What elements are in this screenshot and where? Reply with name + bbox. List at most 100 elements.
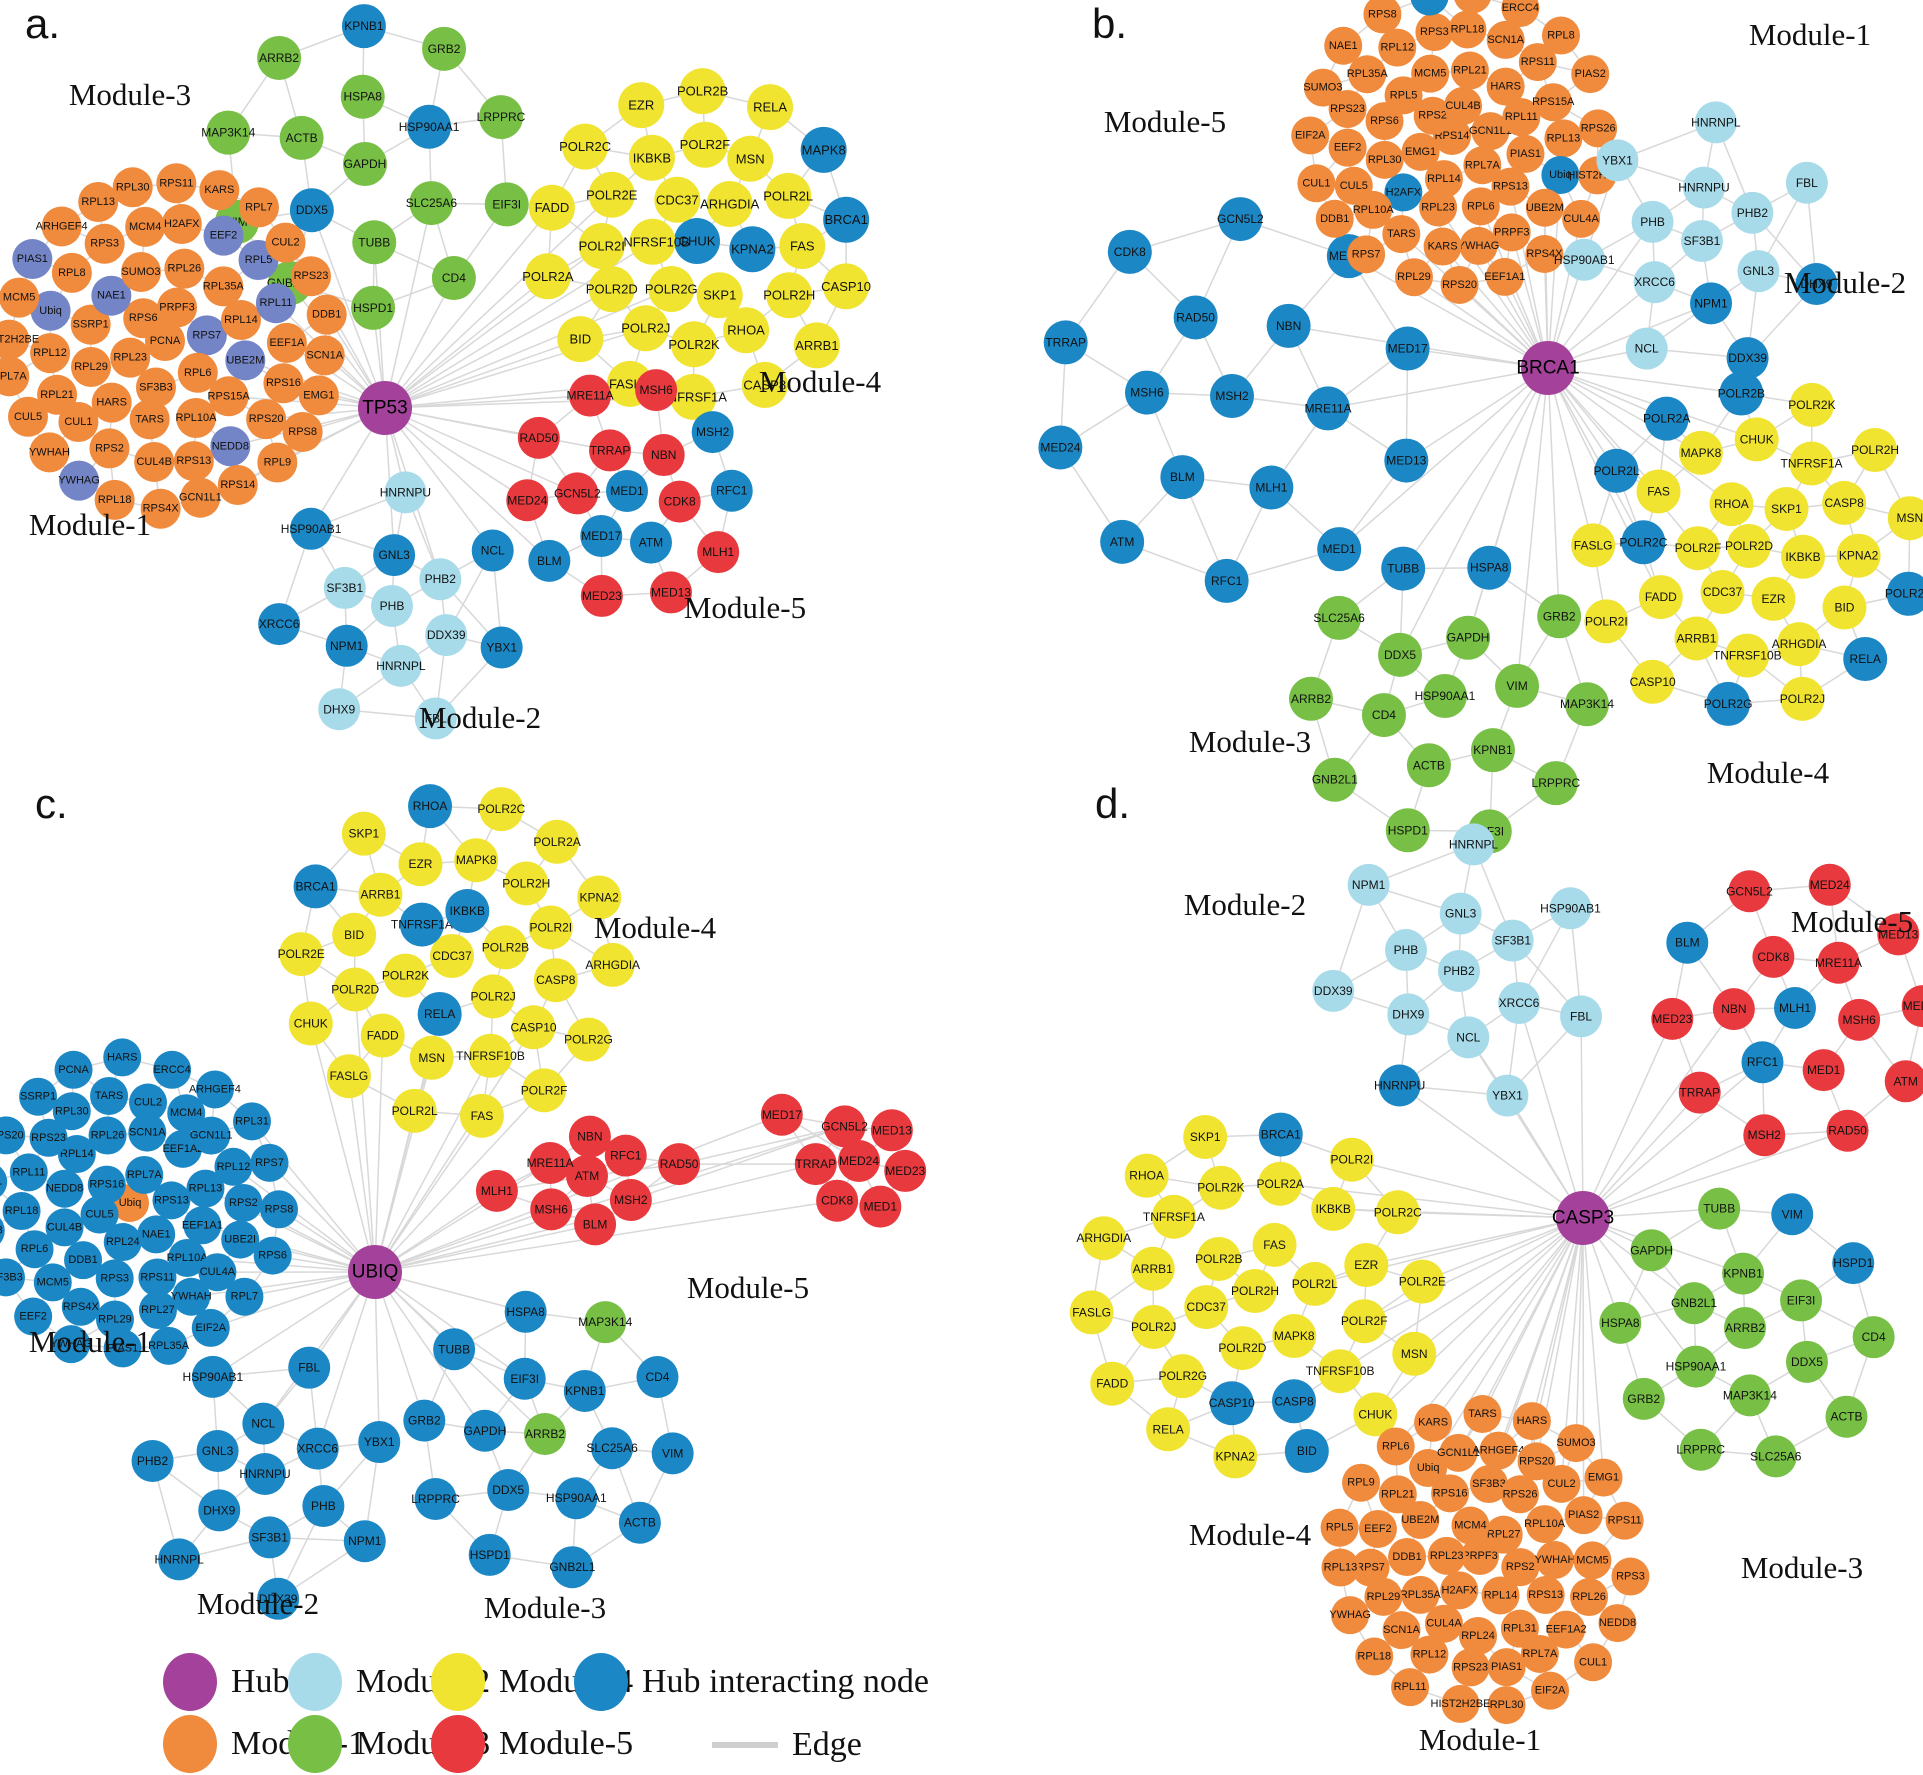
- node-CHUK[interactable]: CHUK: [1353, 1392, 1398, 1437]
- node-circle[interactable]: [859, 1185, 902, 1228]
- node-circle[interactable]: [1666, 921, 1709, 964]
- node-circle[interactable]: [1318, 1349, 1363, 1394]
- node-circle[interactable]: [1832, 1242, 1875, 1285]
- node-POLR2L[interactable]: POLR2L: [763, 172, 813, 219]
- node-circle[interactable]: [649, 571, 692, 614]
- node-TNFRSF10B[interactable]: TNFRSF10B: [1713, 633, 1782, 678]
- node-circle[interactable]: [0, 1212, 5, 1250]
- node-circle[interactable]: [196, 1429, 239, 1472]
- node-POLR2J[interactable]: POLR2J: [1131, 1305, 1176, 1350]
- node-circle[interactable]: [609, 1179, 652, 1222]
- node-circle[interactable]: [580, 574, 623, 617]
- node-circle[interactable]: [484, 182, 529, 227]
- node-POLR2E[interactable]: POLR2E: [278, 932, 325, 977]
- node-CUL1[interactable]: CUL1: [58, 401, 99, 442]
- node-circle[interactable]: [266, 322, 307, 363]
- node-circle[interactable]: [1731, 191, 1774, 234]
- node-NEDD8[interactable]: NEDD8: [210, 426, 251, 467]
- node-circle[interactable]: [8, 396, 49, 437]
- node-CDC37[interactable]: CDC37: [1700, 570, 1745, 615]
- node-circle[interactable]: [351, 285, 396, 330]
- node-MAP3K14[interactable]: MAP3K14: [578, 1301, 633, 1344]
- node-circle[interactable]: [1183, 1114, 1228, 1159]
- node-circle[interactable]: [248, 1516, 291, 1559]
- node-GCN5L2[interactable]: GCN5L2: [1217, 197, 1264, 242]
- node-IKBKB[interactable]: IKBKB: [628, 134, 675, 181]
- node-circle[interactable]: [1440, 265, 1479, 304]
- node-MSN[interactable]: MSN: [1887, 496, 1923, 541]
- node-circle[interactable]: [33, 1263, 72, 1302]
- node-POLR2G[interactable]: POLR2G: [645, 266, 698, 313]
- node-IKBKB[interactable]: IKBKB: [1781, 534, 1826, 579]
- node-EZR[interactable]: EZR: [1751, 576, 1796, 621]
- node-RPS23[interactable]: RPS23: [29, 1118, 68, 1157]
- node-circle[interactable]: [1534, 83, 1573, 122]
- node-circle[interactable]: [1384, 929, 1427, 972]
- node-RELA[interactable]: RELA: [417, 991, 462, 1036]
- node-circle[interactable]: [84, 223, 125, 264]
- node-RPS11[interactable]: RPS11: [1605, 1501, 1644, 1540]
- node-circle[interactable]: [648, 266, 695, 313]
- node-POLR2C[interactable]: POLR2C: [1619, 520, 1668, 565]
- node-circle[interactable]: [1311, 1186, 1356, 1231]
- node-PHB2[interactable]: PHB2: [1438, 950, 1480, 992]
- node-KPNB1[interactable]: KPNB1: [1470, 728, 1515, 773]
- node-circle[interactable]: [0, 1163, 8, 1201]
- node-circle[interactable]: [471, 529, 514, 572]
- node-circle[interactable]: [1544, 119, 1583, 158]
- node-circle[interactable]: [265, 222, 306, 263]
- node-POLR2H[interactable]: POLR2H: [502, 861, 550, 906]
- node-circle[interactable]: [1737, 250, 1780, 293]
- node-circle[interactable]: [1353, 1392, 1398, 1437]
- node-PHB[interactable]: PHB: [1384, 929, 1427, 972]
- node-POLR2F[interactable]: POLR2F: [1341, 1299, 1388, 1344]
- node-POLR2I[interactable]: POLR2I: [1584, 599, 1629, 644]
- node-HSP90AA1[interactable]: HSP90AA1: [1666, 1345, 1727, 1388]
- node-circle[interactable]: [747, 84, 794, 131]
- node-circle[interactable]: [1605, 1501, 1644, 1540]
- node-circle[interactable]: [1825, 1395, 1868, 1438]
- node-circle[interactable]: [1852, 1316, 1895, 1359]
- node-POLR2F[interactable]: POLR2F: [1675, 526, 1722, 571]
- node-circle[interactable]: [1501, 1475, 1540, 1514]
- node-MAP3K14[interactable]: MAP3K14: [1723, 1374, 1777, 1417]
- node-EIF2A[interactable]: EIF2A: [1291, 116, 1330, 155]
- node-RPL7A[interactable]: RPL7A: [125, 1155, 164, 1194]
- node-CUL1[interactable]: CUL1: [0, 1163, 8, 1201]
- node-circle[interactable]: [1836, 533, 1881, 578]
- node-circle[interactable]: [14, 1297, 53, 1336]
- node-circle[interactable]: [591, 1427, 634, 1470]
- node-HIST2H2BE[interactable]: HIST2H2BE: [0, 319, 39, 360]
- node-circle[interactable]: [1724, 1307, 1766, 1349]
- node-MSH2[interactable]: MSH2: [691, 411, 734, 454]
- node-ERCC4[interactable]: ERCC4: [1501, 0, 1540, 27]
- node-circle[interactable]: [636, 1355, 679, 1398]
- node-circle[interactable]: [41, 206, 82, 247]
- node-circle[interactable]: [206, 110, 251, 155]
- hub-node-UBIQ[interactable]: UBIQ: [348, 1245, 402, 1299]
- node-circle[interactable]: [1391, 1668, 1430, 1707]
- node-GCN1L1[interactable]: GCN1L1: [179, 477, 222, 518]
- node-ARHGDIA[interactable]: ARHGDIA: [1772, 622, 1827, 667]
- node-circle[interactable]: [710, 469, 753, 512]
- node-circle[interactable]: [341, 811, 386, 856]
- node-SF3B3[interactable]: SF3B3: [135, 367, 176, 408]
- node-DDX5[interactable]: DDX5: [1378, 632, 1423, 677]
- node-circle[interactable]: [263, 363, 304, 404]
- node-TRRAP[interactable]: TRRAP: [589, 429, 632, 472]
- node-NBN[interactable]: NBN: [1712, 988, 1755, 1031]
- node-circle[interactable]: [128, 1113, 167, 1152]
- node-PIAS1[interactable]: PIAS1: [1506, 134, 1545, 173]
- node-circle[interactable]: [1218, 197, 1263, 242]
- node-circle[interactable]: [296, 1427, 339, 1470]
- node-RPS13[interactable]: RPS13: [152, 1181, 191, 1220]
- node-circle[interactable]: [199, 170, 240, 211]
- node-MED17[interactable]: MED17: [1385, 326, 1430, 371]
- node-EEF1A1[interactable]: EEF1A1: [1484, 257, 1525, 296]
- node-circle[interactable]: [1419, 188, 1458, 227]
- node-RPL9[interactable]: RPL9: [1454, 0, 1492, 14]
- node-circle[interactable]: [1501, 1548, 1540, 1587]
- node-circle[interactable]: [533, 958, 578, 1003]
- node-circle[interactable]: [1450, 51, 1489, 90]
- node-circle[interactable]: [1131, 1305, 1176, 1350]
